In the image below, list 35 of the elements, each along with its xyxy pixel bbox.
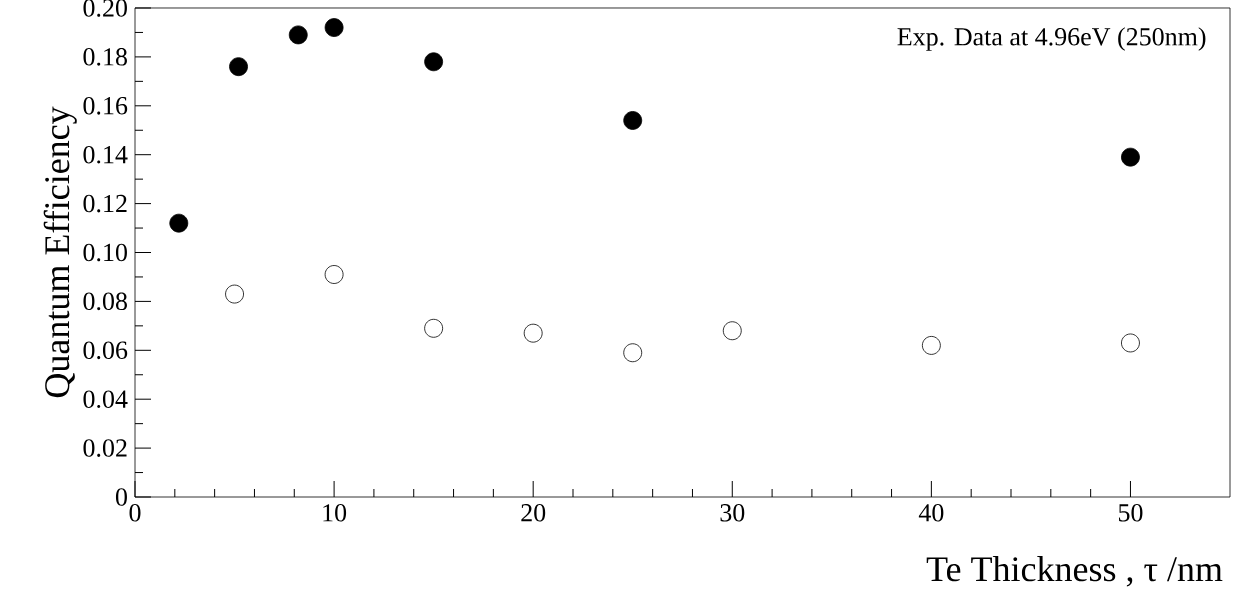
point	[229, 57, 248, 77]
y-axis-title: Quantum Efficiency	[43, 106, 77, 398]
annotation: Exp. Data at 4.96eV (250nm)	[897, 27, 1206, 51]
point	[921, 336, 941, 355]
point	[225, 284, 244, 304]
y-tick-label: 0.04	[83, 390, 128, 409]
x-axis-title: Te Thickness , τ /nm	[926, 556, 1223, 587]
y-tick-label: 0.08	[83, 292, 127, 311]
y-tick-label: 0.02	[83, 439, 127, 457]
point	[623, 343, 643, 363]
point	[324, 265, 344, 284]
point	[324, 18, 344, 37]
point	[722, 321, 742, 341]
y-tick-label: 0.16	[83, 96, 128, 115]
point	[523, 323, 543, 343]
y-tick-label: 0.14	[83, 145, 128, 164]
point	[1121, 147, 1140, 167]
point	[623, 111, 643, 130]
y-tick-label: 0	[115, 488, 127, 506]
x-tick-label: 30	[720, 504, 745, 522]
x-tick-label: 40	[918, 504, 944, 522]
point	[169, 213, 189, 233]
y-tick-label: 0.12	[83, 194, 127, 213]
y-tick-label: 0.06	[83, 341, 128, 360]
y-tick-label: 0.10	[83, 243, 127, 262]
x-tick-label: 50	[1118, 504, 1143, 522]
y-tick-label: 0.18	[83, 48, 127, 66]
x-tick-label: 20	[521, 504, 546, 522]
point	[424, 52, 444, 72]
y-tick-label: 0.20	[83, 0, 127, 17]
point	[288, 25, 308, 45]
point	[424, 318, 444, 338]
point	[1121, 333, 1140, 353]
x-tick-label: 10	[323, 504, 347, 522]
x-tick-label: 0	[129, 504, 141, 522]
